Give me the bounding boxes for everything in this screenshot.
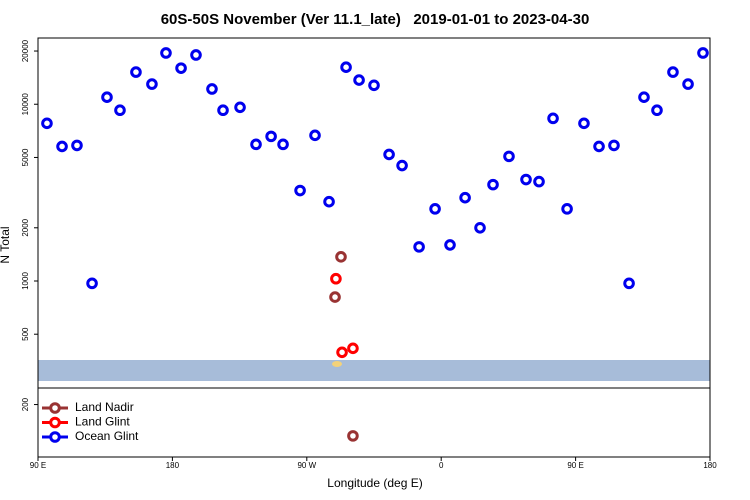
x-tick-label: 90 E	[30, 461, 46, 470]
y-tick-label: 500	[21, 327, 30, 341]
point	[250, 138, 262, 151]
point	[459, 191, 471, 204]
plot-frame	[37, 37, 711, 458]
point	[383, 148, 395, 161]
point	[578, 117, 590, 130]
point	[323, 195, 335, 208]
point	[547, 112, 559, 125]
point	[593, 140, 605, 153]
point	[56, 140, 68, 153]
point	[429, 203, 441, 215]
chart-title: 60S-50S November (Ver 11.1_late) 2019-01…	[161, 11, 590, 28]
point	[234, 101, 246, 114]
point	[682, 78, 694, 90]
point	[340, 61, 352, 74]
y-tick-label: 2000	[21, 218, 30, 236]
y-tick-label: 5000	[21, 148, 30, 166]
point	[329, 291, 341, 303]
legend-marker	[49, 402, 61, 414]
point	[41, 117, 53, 130]
y-tick-label: 20000	[21, 39, 30, 62]
point	[86, 277, 98, 290]
point	[623, 277, 635, 290]
land-patch	[332, 361, 342, 367]
point	[413, 241, 425, 253]
point	[217, 104, 229, 117]
point	[114, 104, 126, 117]
point	[474, 221, 486, 234]
x-tick-label: 180	[703, 461, 717, 470]
point	[368, 79, 380, 92]
y-axis-label: N Total	[0, 226, 12, 263]
legend-label: Ocean Glint	[75, 429, 139, 443]
y-tick-label: 1000	[21, 272, 30, 290]
point	[697, 47, 709, 59]
point	[190, 49, 202, 61]
point	[206, 83, 218, 95]
point	[347, 342, 359, 355]
point	[309, 129, 321, 142]
point	[336, 346, 348, 359]
map-strip	[38, 360, 710, 381]
point	[353, 74, 365, 86]
legend-label: Land Nadir	[75, 400, 134, 414]
y-tick-label: 10000	[21, 93, 30, 116]
legend-label: Land Glint	[75, 415, 130, 429]
point	[130, 66, 142, 78]
point	[265, 130, 277, 143]
point	[396, 159, 408, 172]
point	[667, 66, 679, 78]
x-tick-label: 90 W	[297, 461, 316, 470]
x-tick-label: 0	[439, 461, 444, 470]
point	[294, 184, 306, 197]
point	[533, 175, 545, 188]
point	[487, 178, 499, 191]
point	[444, 239, 456, 251]
point	[101, 91, 113, 104]
point	[561, 203, 573, 215]
x-tick-label: 90 E	[567, 461, 583, 470]
point	[608, 139, 620, 152]
y-tick-label: 200	[21, 397, 30, 411]
point	[638, 91, 650, 104]
point	[335, 251, 347, 263]
point	[503, 150, 515, 163]
x-axis-label: Longitude (deg E)	[327, 476, 422, 490]
point	[277, 138, 289, 151]
point	[330, 272, 342, 285]
point	[71, 139, 83, 152]
point	[146, 78, 158, 90]
point	[175, 62, 187, 74]
point	[520, 173, 532, 186]
point	[347, 430, 359, 442]
point	[651, 104, 663, 117]
point	[160, 47, 172, 59]
legend-marker	[49, 431, 61, 443]
legend-marker	[49, 416, 61, 429]
x-tick-label: 180	[166, 461, 180, 470]
